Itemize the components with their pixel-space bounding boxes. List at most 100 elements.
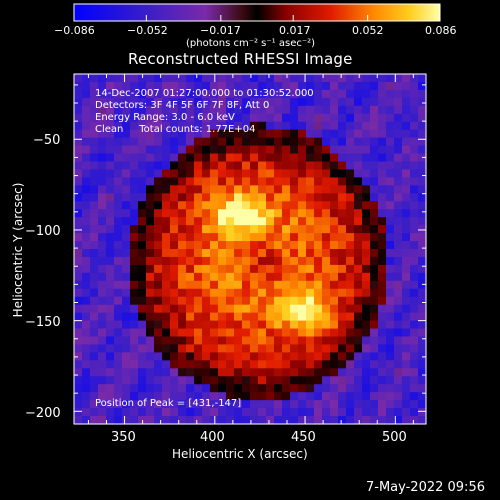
heatmap-cell — [138, 217, 147, 226]
heatmap-cell — [186, 241, 195, 250]
heatmap-cell — [202, 233, 211, 242]
heatmap-cell — [258, 280, 267, 290]
heatmap-cell — [234, 408, 243, 417]
heatmap-cell — [330, 328, 339, 338]
heatmap-cell — [418, 97, 427, 107]
heatmap-cell — [362, 137, 371, 147]
heatmap-cell — [226, 264, 235, 274]
heatmap-cell — [202, 169, 211, 178]
heatmap-cell — [210, 272, 219, 282]
heatmap-cell — [202, 113, 211, 123]
heatmap-cell — [394, 241, 403, 250]
heatmap-cell — [410, 129, 419, 139]
heatmap-cell — [218, 249, 227, 258]
heatmap-cell — [306, 400, 315, 409]
heatmap-cell — [122, 81, 131, 91]
heatmap-cell — [98, 360, 107, 369]
heatmap-cell — [218, 161, 227, 171]
heatmap-cell — [154, 384, 163, 393]
heatmap-cell — [402, 121, 411, 131]
heatmap-cell — [258, 320, 267, 330]
heatmap-cell — [330, 193, 339, 202]
heatmap-cell — [218, 225, 227, 234]
heatmap-cell — [354, 296, 363, 306]
heatmap-cell — [386, 209, 395, 218]
heatmap-cell — [394, 264, 403, 274]
heatmap-cell — [202, 225, 211, 234]
heatmap-cell — [74, 113, 83, 123]
heatmap-cell — [170, 113, 179, 123]
heatmap-cell — [202, 81, 211, 91]
heatmap-cell — [402, 74, 411, 83]
heatmap-cell — [242, 272, 251, 282]
heatmap-cell — [74, 264, 83, 274]
heatmap-cell — [114, 74, 123, 83]
heatmap-cell — [370, 312, 379, 322]
heatmap-cell — [354, 376, 363, 385]
heatmap-cell — [74, 153, 83, 163]
heatmap-cell — [402, 105, 411, 115]
heatmap-cell — [314, 185, 323, 194]
heatmap-cell — [154, 328, 163, 338]
heatmap-cell — [346, 185, 355, 194]
heatmap-cell — [370, 201, 379, 210]
heatmap-cell — [114, 280, 123, 290]
heatmap-cell — [306, 320, 315, 330]
heatmap-cell — [322, 241, 331, 250]
heatmap-cell — [146, 89, 155, 99]
heatmap-cell — [314, 249, 323, 258]
heatmap-cell — [234, 121, 243, 131]
heatmap-cell — [370, 225, 379, 234]
heatmap-cell — [330, 384, 339, 393]
heatmap-cell — [202, 249, 211, 258]
heatmap-cell — [282, 280, 291, 290]
heatmap-cell — [130, 320, 139, 330]
heatmap-cell — [418, 304, 427, 314]
heatmap-cell — [170, 376, 179, 385]
heatmap-cell — [242, 288, 251, 298]
heatmap-cell — [306, 256, 315, 266]
heatmap-cell — [130, 376, 139, 385]
heatmap-cell — [410, 312, 419, 322]
heatmap-cell — [90, 368, 99, 377]
heatmap-cell — [266, 225, 275, 234]
heatmap-cell — [82, 368, 91, 377]
heatmap-cell — [282, 312, 291, 322]
heatmap-cell — [170, 264, 179, 274]
heatmap-cell — [178, 400, 187, 409]
heatmap-cell — [274, 177, 283, 186]
heatmap-cell — [82, 392, 91, 401]
heatmap-cell — [378, 225, 387, 234]
heatmap-cell — [114, 328, 123, 338]
heatmap-cell — [306, 169, 315, 178]
heatmap-cell — [402, 169, 411, 178]
heatmap-cell — [106, 177, 115, 186]
heatmap-cell — [274, 312, 283, 322]
heatmap-cell — [298, 137, 307, 147]
heatmap-cell — [194, 288, 203, 298]
heatmap-cell — [378, 201, 387, 210]
heatmap-cell — [82, 145, 91, 155]
heatmap-cell — [242, 256, 251, 266]
heatmap-cell — [418, 272, 427, 282]
heatmap-cell — [370, 233, 379, 242]
x-tick-label: 350 — [111, 430, 136, 445]
heatmap-cell — [242, 161, 251, 171]
heatmap-cell — [266, 416, 275, 425]
heatmap-cell — [330, 137, 339, 147]
heatmap-cell — [386, 74, 395, 83]
heatmap-cell — [122, 312, 131, 322]
heatmap-cell — [354, 74, 363, 83]
heatmap-cell — [354, 209, 363, 218]
heatmap-cell — [234, 145, 243, 155]
heatmap-cell — [378, 416, 387, 425]
heatmap-cell — [82, 384, 91, 393]
heatmap-cell — [170, 352, 179, 361]
heatmap-cell — [274, 209, 283, 218]
heatmap-cell — [250, 256, 259, 266]
heatmap-cell — [274, 280, 283, 290]
heatmap-cell — [418, 408, 427, 417]
heatmap-cell — [138, 113, 147, 123]
heatmap-cell — [218, 360, 227, 369]
heatmap-cell — [210, 288, 219, 298]
